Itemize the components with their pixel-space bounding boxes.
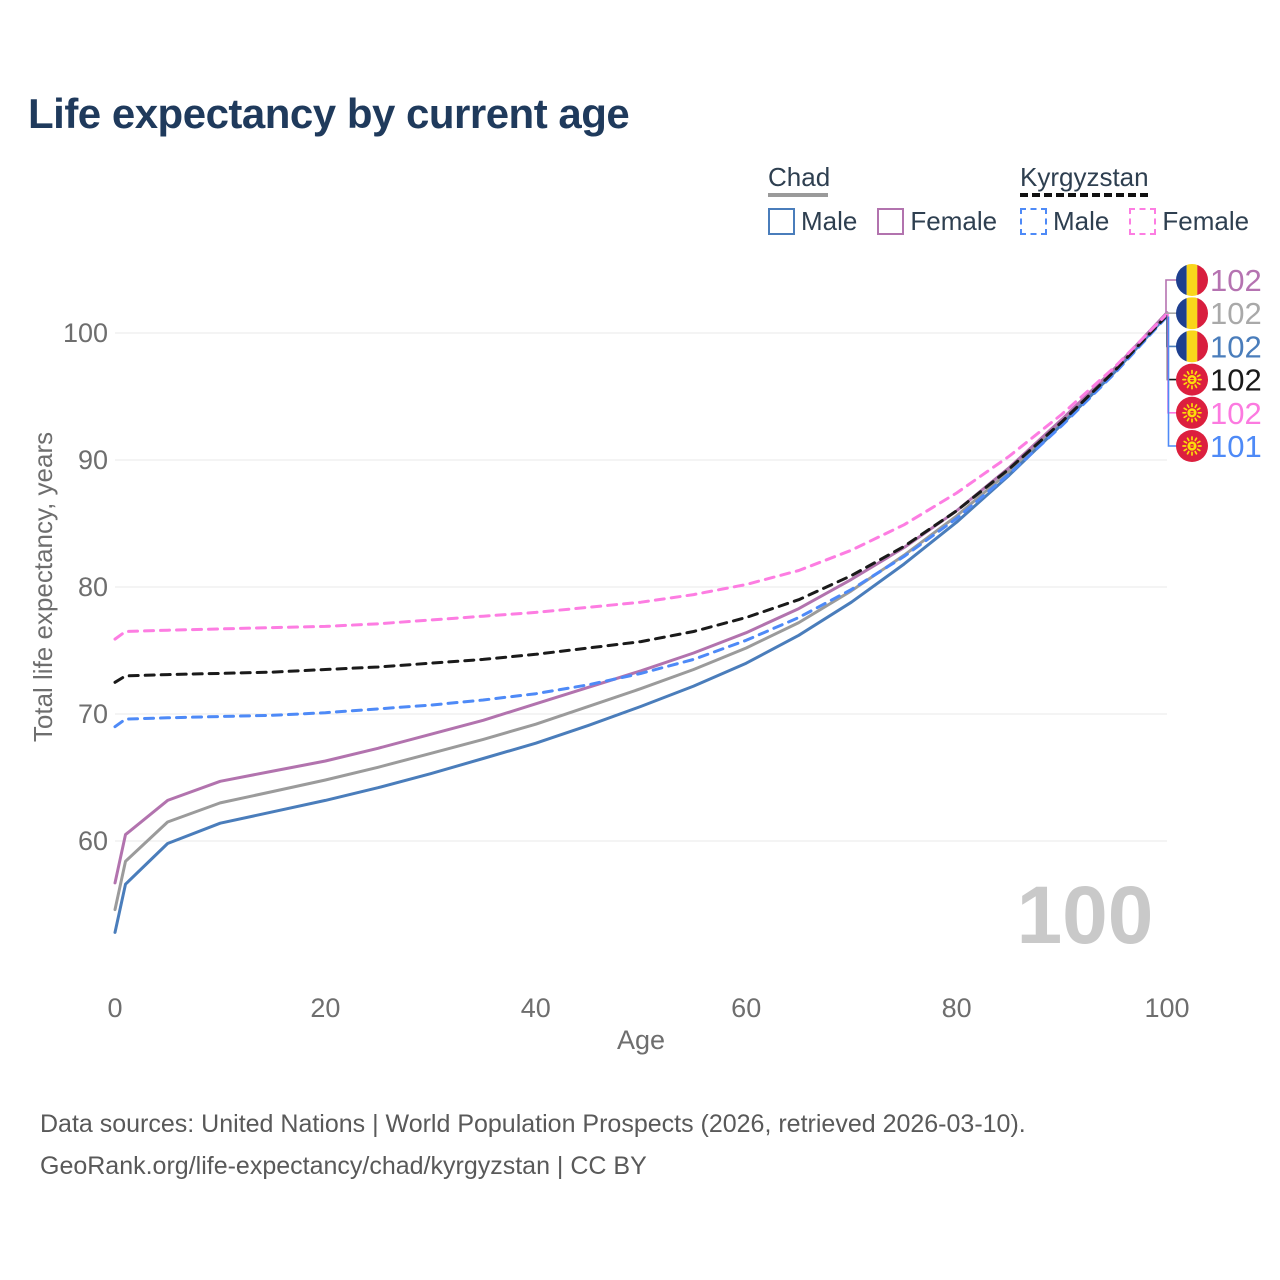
line-chad-male[interactable] [113, 313, 1169, 934]
kyrgyzstan-flag-icon [1176, 396, 1208, 429]
y-axis-title: Total life expectancy, years [28, 432, 58, 742]
y-tick-80: 80 [78, 572, 108, 602]
legend-country-chad[interactable]: Chad [768, 162, 831, 192]
y-tick-70: 70 [78, 699, 108, 729]
legend-group-chad: Chad Male Female [768, 163, 997, 237]
y-tick-100: 100 [63, 318, 108, 348]
kyrgyzstan-flag-icon [1176, 363, 1208, 396]
legend-group-kyrgyzstan: Kyrgyzstan Male Female [1020, 163, 1249, 237]
series-lines [113, 311, 1169, 934]
end-value-kyrgyzstan-female: 102 [1210, 396, 1262, 431]
x-tick-0: 0 [107, 993, 122, 1023]
chad-flag-icon [1176, 330, 1208, 363]
legend-country-kyrgyzstan[interactable]: Kyrgyzstan [1020, 162, 1149, 192]
x-axis-title: Age [617, 1025, 665, 1055]
y-tick-90: 90 [78, 445, 108, 475]
end-value-chad-male: 102 [1210, 329, 1262, 364]
line-chad-all[interactable] [113, 312, 1169, 912]
attribution-text: GeoRank.org/life-expectancy/chad/kyrgyzs… [40, 1152, 647, 1180]
x-tick-80: 80 [942, 993, 972, 1023]
end-value-chad-female: 102 [1210, 263, 1262, 298]
gridlines: 60 70 80 90 100 [63, 318, 1167, 856]
kyrgyzstan-flag-icon [1176, 430, 1208, 462]
line-kyrgyzstan-male[interactable] [113, 315, 1169, 729]
kyrgyzstan-male-swatch-icon [1020, 208, 1047, 235]
leader-line-chad-female [1165, 279, 1177, 313]
leader-line-chad-all [1165, 312, 1177, 314]
kyrgyzstan-female-swatch-icon [1129, 208, 1157, 235]
end-value-chad-all: 102 [1210, 296, 1262, 331]
chad-female-swatch-icon [877, 208, 905, 235]
x-tick-20: 20 [310, 993, 340, 1023]
legend-item-kyrgyzstan-female[interactable]: Female [1129, 206, 1249, 237]
legend-label-chad-male: Male [801, 206, 858, 236]
legend-item-chad-male[interactable]: Male [768, 206, 857, 237]
legend-item-kyrgyzstan-male[interactable]: Male [1020, 206, 1109, 237]
leader-line-kyrgyzstan-female [1167, 313, 1177, 414]
legend-label-chad-female: Female [910, 206, 998, 236]
legend-label-kyrgyzstan-female: Female [1162, 206, 1250, 236]
age-watermark: 100 [1017, 870, 1154, 961]
end-value-kyrgyzstan-all: 102 [1210, 363, 1262, 398]
chad-flag-icon [1176, 264, 1208, 296]
line-kyrgyzstan-all[interactable] [113, 313, 1169, 684]
leader-line-kyrgyzstan-male [1167, 316, 1177, 447]
x-tick-40: 40 [521, 993, 551, 1023]
x-tick-60: 60 [731, 993, 761, 1023]
legend-underline-chad-solid [768, 193, 828, 197]
end-value-kyrgyzstan-male: 101 [1210, 429, 1262, 464]
page-title: Life expectancy by current age [28, 90, 630, 137]
legend-item-chad-female[interactable]: Female [877, 206, 997, 237]
legend-underline-kyrgyzstan-dashed [1020, 193, 1148, 197]
line-chad-female[interactable] [113, 311, 1169, 885]
line-kyrgyzstan-female[interactable] [113, 312, 1169, 641]
y-tick-60: 60 [78, 826, 108, 856]
chad-flag-icon [1176, 297, 1208, 330]
legend-label-kyrgyzstan-male: Male [1053, 206, 1110, 236]
data-sources-text: Data sources: United Nations | World Pop… [40, 1110, 1026, 1138]
chad-male-swatch-icon [768, 208, 795, 235]
x-tick-100: 100 [1144, 993, 1189, 1023]
